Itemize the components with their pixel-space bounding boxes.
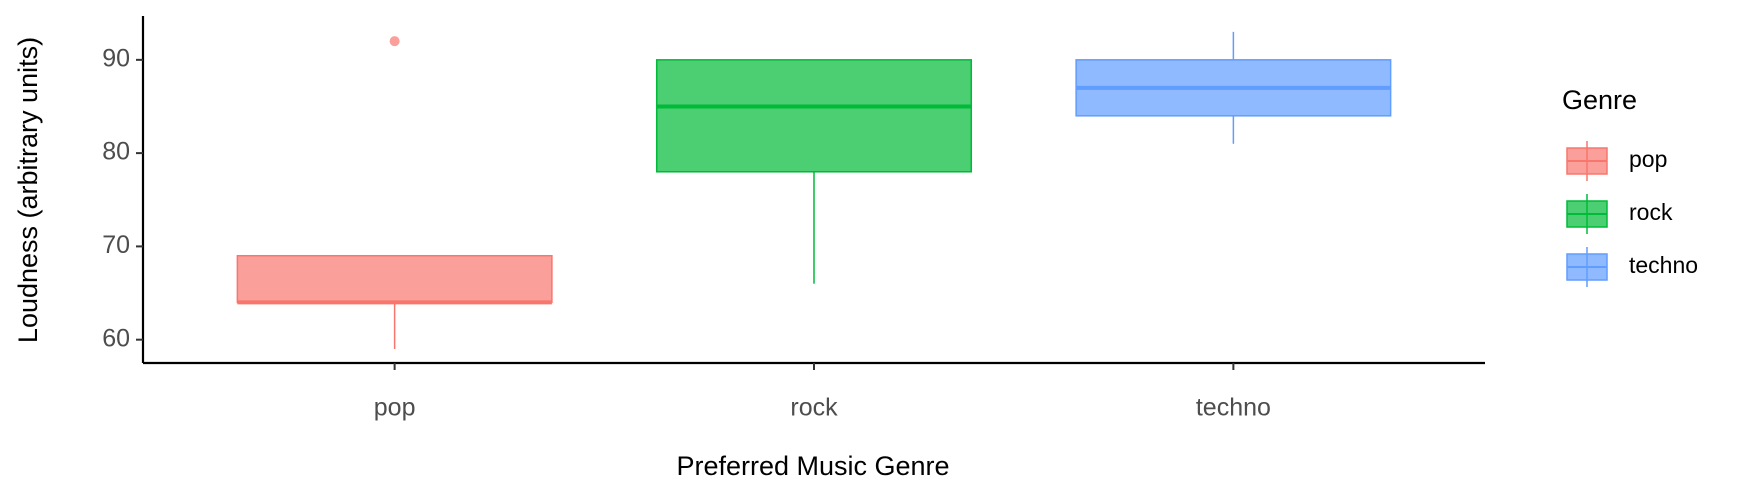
x-tick-label: rock	[790, 394, 838, 422]
y-tick-label: 90	[102, 44, 130, 72]
legend-title: Genre	[1562, 85, 1637, 115]
y-tick-label: 70	[102, 231, 130, 259]
y-tick-label: 60	[102, 324, 130, 352]
outlier	[389, 36, 400, 47]
x-tick-label: pop	[374, 394, 416, 422]
legend-label: rock	[1629, 199, 1673, 225]
legend-label: techno	[1629, 252, 1698, 278]
y-axis-title: Loudness (arbitrary units)	[13, 37, 43, 343]
x-tick-label: techno	[1196, 394, 1271, 422]
x-axis-title: Preferred Music Genre	[676, 451, 949, 481]
legend-label: pop	[1629, 146, 1667, 172]
box	[236, 254, 553, 304]
y-tick-label: 80	[102, 138, 130, 166]
box	[655, 59, 973, 173]
